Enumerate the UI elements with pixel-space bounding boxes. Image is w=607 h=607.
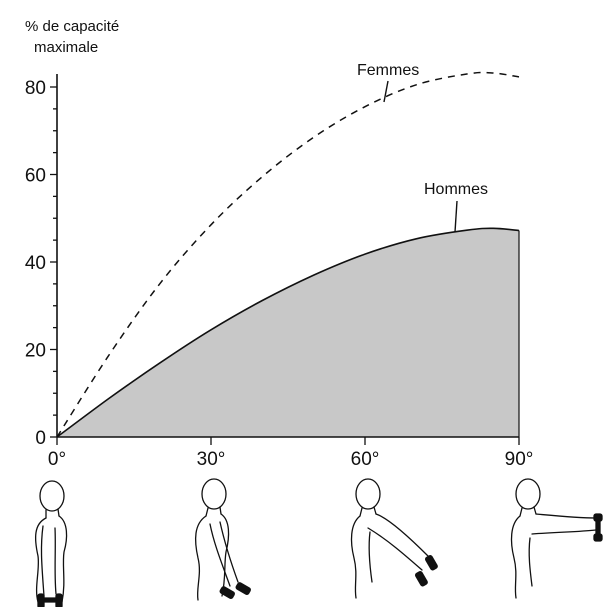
series-lines-layer	[56, 71, 520, 438]
y-tick-label-0: 0	[35, 428, 46, 449]
x-tick-label-0: 0°	[48, 449, 66, 470]
femmes-series-label: Femmes	[357, 62, 419, 79]
y-tick-label-60: 60	[25, 166, 46, 187]
x-tick-label-30: 30°	[197, 449, 226, 470]
arm-at-0-deg-figure-icon	[34, 480, 68, 607]
arm-at-30-deg-figure-icon	[194, 478, 251, 601]
hommes-series-line	[56, 227, 520, 438]
x-tick-label-60: 60°	[351, 449, 380, 470]
hommes-area	[57, 228, 519, 437]
hommes-leader-line	[454, 200, 458, 233]
y-tick-label-80: 80	[25, 78, 46, 99]
femmes-series-line	[56, 71, 520, 438]
y-axis-title-line1: % de capacité	[25, 18, 119, 35]
arm-at-90-deg-figure-icon	[510, 478, 603, 599]
hommes-area-layer	[57, 228, 519, 437]
y-tick-label-20: 20	[25, 341, 46, 362]
y-tick-label-40: 40	[25, 253, 46, 274]
arm-at-60-deg-figure-icon	[350, 478, 438, 599]
femmes-leader-line	[383, 80, 389, 103]
series-labels-layer: Femmes Hommes	[357, 62, 488, 233]
y-axis-title-line2: maximale	[34, 39, 98, 56]
axes-layer: 0 20 40 60 80 0° 30° 60° 90°	[25, 74, 534, 470]
hommes-series-label: Hommes	[424, 181, 488, 198]
x-tick-label-90: 90°	[505, 449, 534, 470]
